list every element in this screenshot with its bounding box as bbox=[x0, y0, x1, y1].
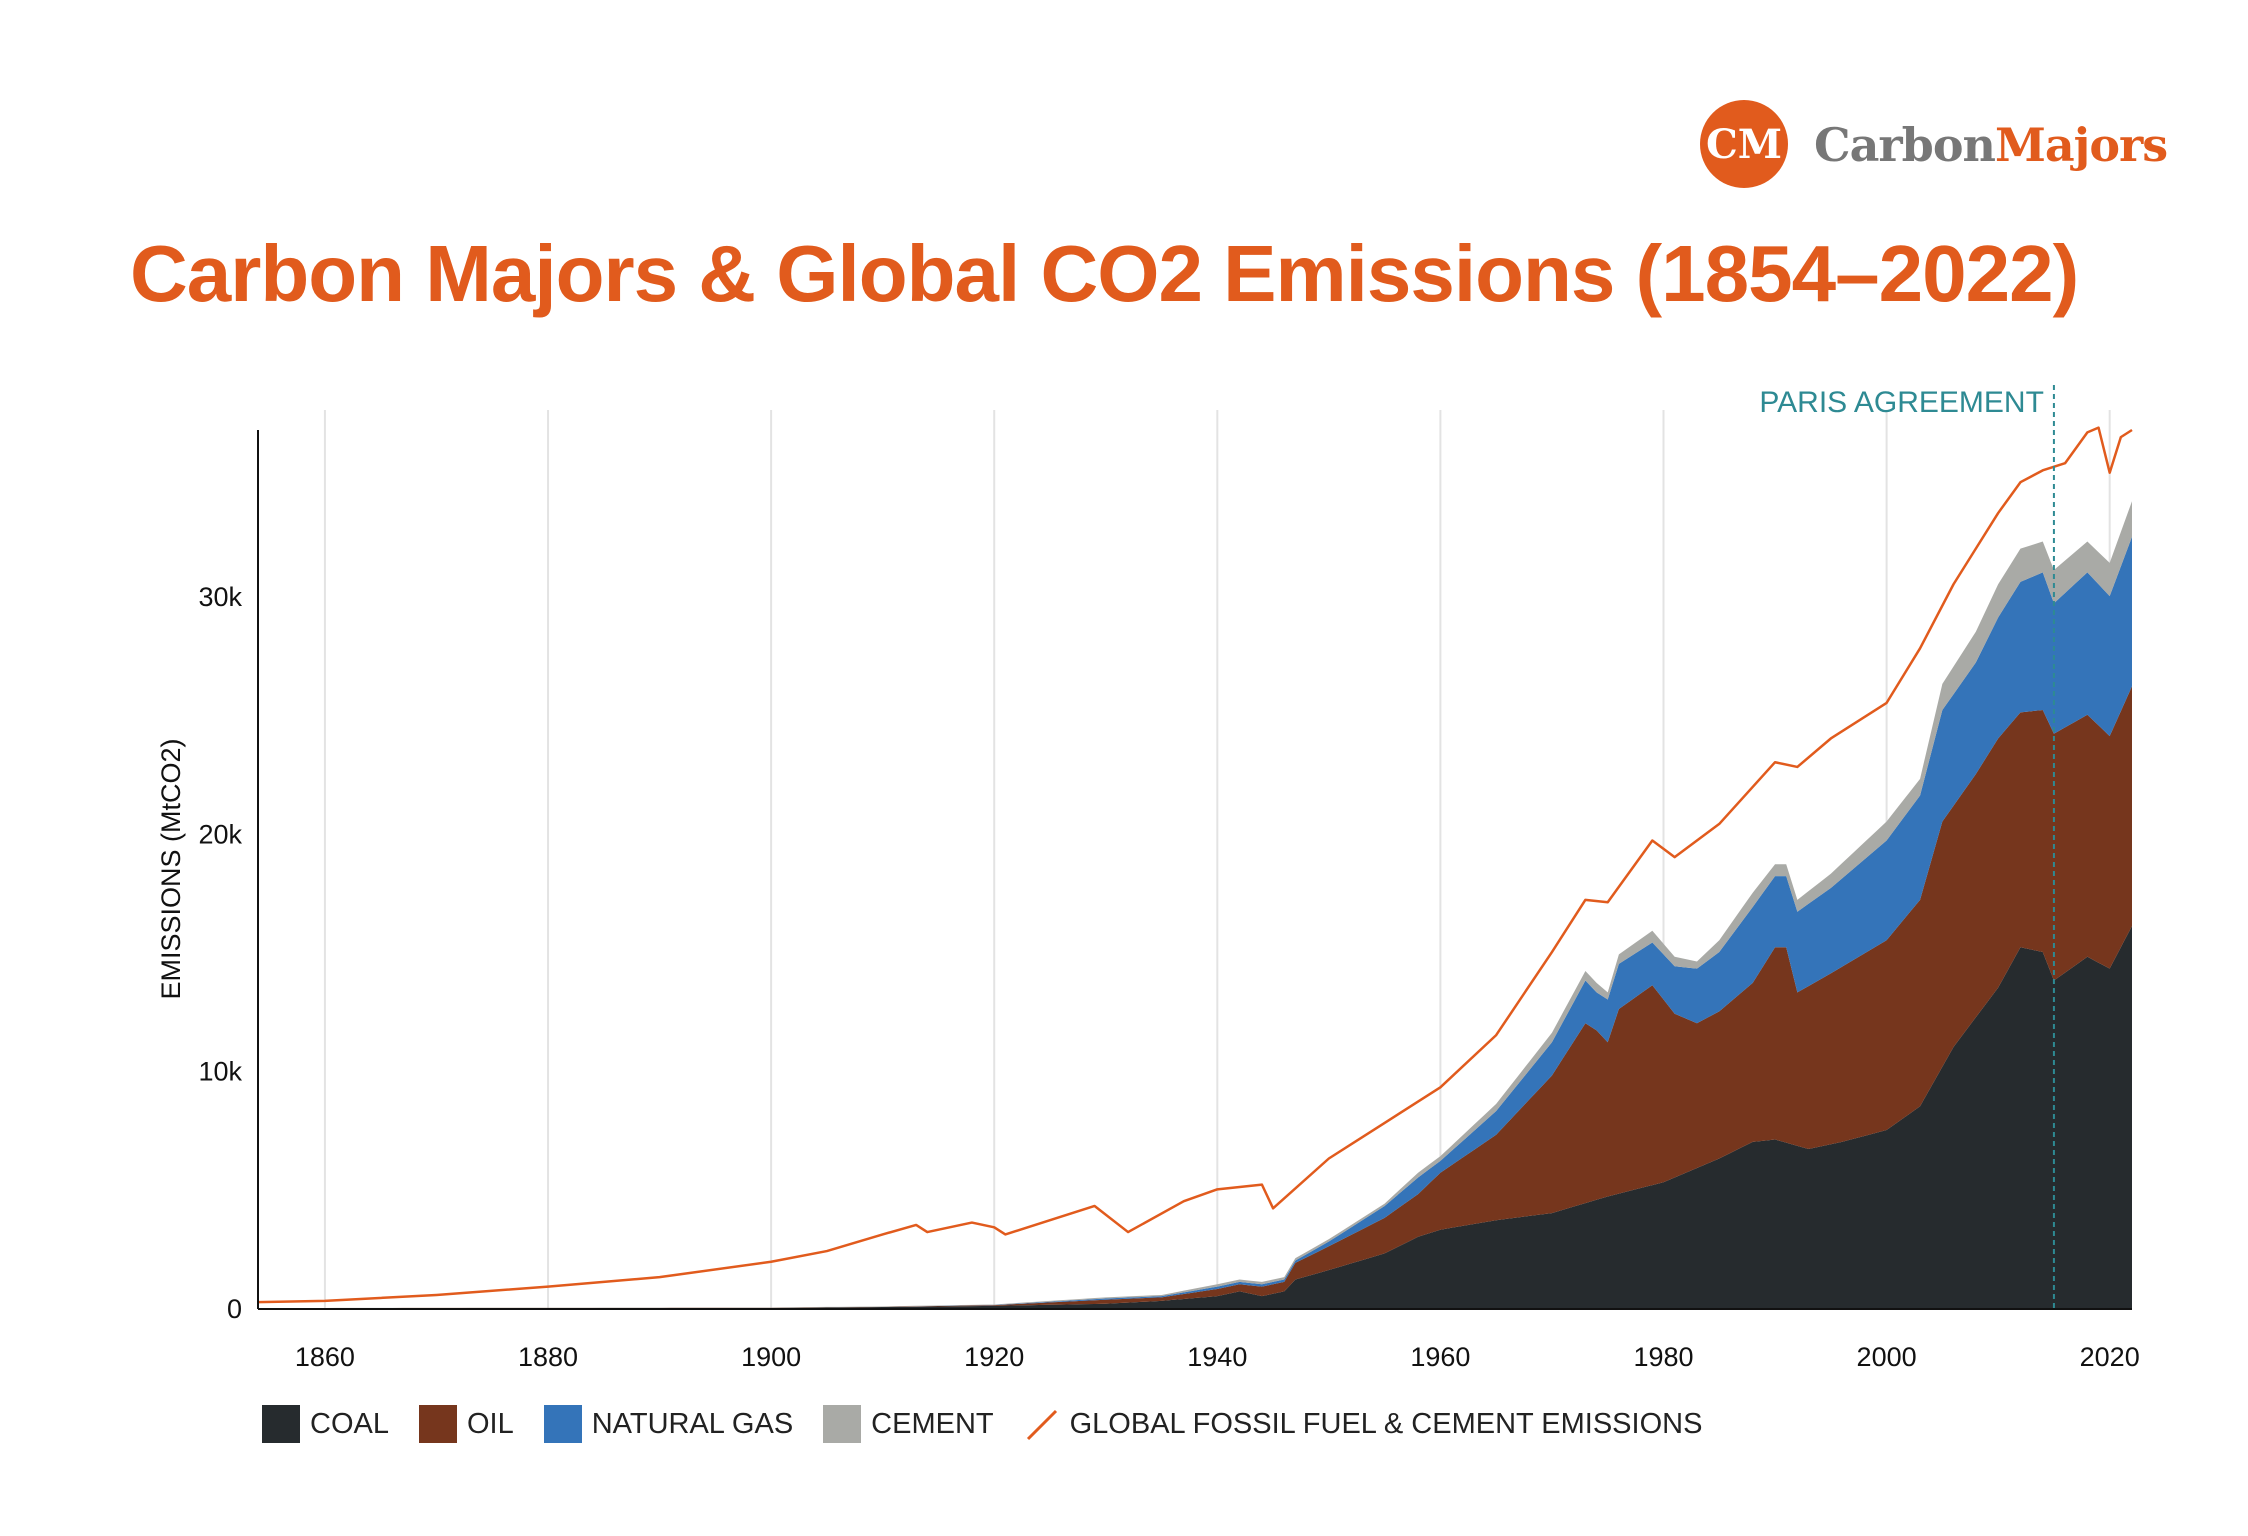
legend-item-global: GLOBAL FOSSIL FUEL & CEMENT EMISSIONS bbox=[1024, 1405, 1703, 1443]
chart-legend: COAL OIL NATURAL GAS CEMENT GLOBAL FOSSIL FU… bbox=[262, 1405, 1732, 1443]
chart-title: Carbon Majors & Global CO2 Emissions (18… bbox=[130, 229, 2079, 318]
legend-line-swatch bbox=[1026, 1409, 1057, 1441]
stacked-areas bbox=[258, 501, 2132, 1308]
x-tick-label-1960: 1960 bbox=[1410, 1342, 1470, 1372]
y-axis-title: EMISSIONS (MtCO2) bbox=[156, 738, 186, 999]
legend-swatch bbox=[262, 1405, 300, 1443]
y-tick-label-20000: 20k bbox=[198, 819, 242, 849]
y-tick-label-10000: 10k bbox=[198, 1057, 242, 1087]
axes: 1860 1880 1900 1920 1940 1960 1980 2000 2020 0 10k… bbox=[156, 430, 2140, 1372]
x-tick-label-1860: 1860 bbox=[295, 1342, 355, 1372]
legend-item-cement: CEMENT bbox=[823, 1405, 994, 1443]
x-tick-label-1940: 1940 bbox=[1187, 1342, 1247, 1372]
legend-item-oil: OIL bbox=[418, 1405, 514, 1443]
logo-text-majors: Majors bbox=[1994, 118, 2168, 172]
logo-wordmark: CarbonMajors bbox=[1814, 118, 2168, 172]
legend-label: CEMENT bbox=[871, 1407, 994, 1440]
legend-label: OIL bbox=[466, 1407, 514, 1440]
x-tick-label-1920: 1920 bbox=[964, 1342, 1024, 1372]
line-global-emissions bbox=[257, 426, 2133, 1304]
legend-label: COAL bbox=[310, 1407, 389, 1440]
y-tick-label-30000: 30k bbox=[198, 582, 242, 612]
annotations: PARIS AGREEMENT bbox=[1759, 385, 2055, 1308]
series-lines bbox=[257, 426, 2133, 1304]
legend-label: NATURAL GAS bbox=[591, 1407, 794, 1440]
area-coal bbox=[258, 925, 2132, 1308]
logo-text-carbon: Carbon bbox=[1814, 118, 1996, 172]
legend-swatch bbox=[543, 1405, 582, 1443]
logo-badge: CM bbox=[1700, 100, 1788, 188]
x-tick-label-1900: 1900 bbox=[741, 1342, 801, 1372]
area-oil bbox=[258, 686, 2132, 1308]
legend-item-natural-gas: NATURAL GAS bbox=[543, 1405, 794, 1443]
x-tick-label-2000: 2000 bbox=[1857, 1342, 1917, 1372]
legend-item-coal: COAL bbox=[262, 1405, 389, 1443]
area-natural_gas bbox=[258, 536, 2132, 1308]
legend-swatch bbox=[418, 1405, 457, 1443]
y-tick-label-0: 0 bbox=[227, 1294, 242, 1324]
legend-swatch bbox=[823, 1405, 862, 1443]
paris-agreement-label: PARIS AGREEMENT bbox=[1759, 386, 2044, 419]
x-tick-label-1980: 1980 bbox=[1633, 1342, 1693, 1372]
x-tick-label-2020: 2020 bbox=[2080, 1342, 2140, 1372]
x-tick-label-1880: 1880 bbox=[518, 1342, 578, 1372]
legend-label: GLOBAL FOSSIL FUEL & CEMENT EMISSIONS bbox=[1069, 1407, 1703, 1440]
